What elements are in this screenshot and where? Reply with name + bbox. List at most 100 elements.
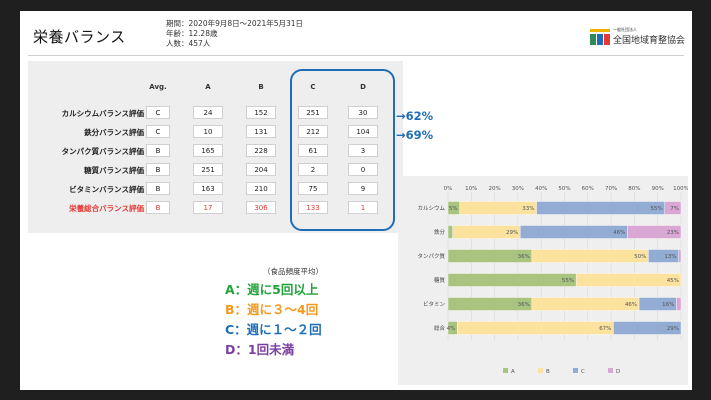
cell-sugar-c: 2 <box>298 163 328 176</box>
x-tick-label: 40% <box>535 186 547 192</box>
header-divider <box>28 55 684 56</box>
row-label-protein: タンパク質バランス評価 <box>61 147 144 156</box>
x-tick-label: 20% <box>488 186 500 192</box>
frequency-a: A：週に5回以上 <box>225 282 319 297</box>
x-tick-label: 70% <box>605 186 617 192</box>
cell-calcium-a: 24 <box>193 106 223 119</box>
cell-protein-b: 228 <box>246 144 276 157</box>
bar-segment-b <box>531 249 649 263</box>
cell-iron-a: 10 <box>193 125 223 138</box>
organization-logo: 一般社団法人 全国地域育整協会 <box>590 27 686 47</box>
legend-swatch <box>608 368 613 373</box>
cell-total-a: 17 <box>193 201 223 214</box>
cell-iron-c: 212 <box>298 125 328 138</box>
logo-mark-icon <box>590 29 610 45</box>
data-label: 46% <box>625 302 637 308</box>
bar-segment-c <box>536 201 665 215</box>
cell-total-avg: B <box>146 201 170 214</box>
x-tick-label: 50% <box>558 186 570 192</box>
bar-segment-d <box>664 201 682 215</box>
cell-sugar-a: 251 <box>193 163 223 176</box>
col-header-c: C <box>310 83 316 91</box>
cell-total-c: 133 <box>298 201 328 214</box>
row-label-total: 栄養総合バランス評価 <box>69 204 144 213</box>
cell-vitamin-a: 163 <box>193 182 223 195</box>
x-tick-label: 80% <box>628 186 640 192</box>
cell-protein-c: 61 <box>298 144 328 157</box>
row-label-iron: 鉄分バランス評価 <box>84 128 144 137</box>
cell-vitamin-c: 75 <box>298 182 328 195</box>
bar-segment-b <box>531 297 640 311</box>
page-title: 栄養バランス <box>33 28 126 46</box>
data-label: 45% <box>667 278 679 284</box>
cell-calcium-d: 30 <box>348 106 378 119</box>
cell-calcium-c: 251 <box>298 106 328 119</box>
cell-iron-avg: C <box>146 125 170 138</box>
category-label: タンパク質 <box>417 252 445 260</box>
data-label: 36% <box>518 254 530 260</box>
frequency-title: （食品頻度平均） <box>263 267 323 276</box>
col-header-d: D <box>360 83 366 91</box>
balance-table: Avg. A B C D カルシウムバランス評価 鉄分バランス評価 タンパク質バ… <box>28 61 403 233</box>
legend-label: B <box>546 369 550 375</box>
data-label: 16% <box>662 302 674 308</box>
frequency-b: B：週に３～4回 <box>225 302 319 317</box>
data-label: 29% <box>667 326 679 332</box>
col-header-b: B <box>258 83 264 91</box>
category-label: 鉄分 <box>434 228 446 236</box>
data-label: 50% <box>634 254 646 260</box>
cell-total-b: 306 <box>246 201 276 214</box>
category-label: カルシウム <box>417 204 445 212</box>
stacked-bar-chart-svg: 0% 10% 20% 30% 40% 50% 60% 70% 80% 90% 100% カルシウム 5%… <box>417 186 688 375</box>
cell-sugar-avg: B <box>146 163 170 176</box>
x-tick-label: 100% <box>673 186 688 192</box>
bar-segment-d <box>676 297 682 311</box>
cell-vitamin-avg: B <box>146 182 170 195</box>
row-label-vitamin: ビタミンバランス評価 <box>69 185 144 194</box>
data-label: 23% <box>667 230 679 236</box>
cell-calcium-b: 152 <box>246 106 276 119</box>
bar-segment-b <box>575 273 682 287</box>
data-label: 13% <box>664 254 676 260</box>
bar-segment-b <box>457 321 614 335</box>
data-label: 33% <box>522 206 534 212</box>
x-tick-label: 90% <box>652 186 664 192</box>
legend-label: D <box>616 369 620 375</box>
cell-protein-avg: B <box>146 144 170 157</box>
cell-sugar-b: 204 <box>246 163 276 176</box>
iron-cd-annotation: →69% <box>396 128 434 142</box>
data-label: 5% <box>449 206 458 212</box>
frequency-d: D：1回未満 <box>225 342 295 357</box>
data-label: 29% <box>506 230 518 236</box>
legend-label: C <box>581 369 585 375</box>
legend-swatch <box>503 368 508 373</box>
data-label: 55% <box>562 278 574 284</box>
row-label-calcium: カルシウムバランス評価 <box>61 109 144 118</box>
cell-protein-a: 165 <box>193 144 223 157</box>
calcium-cd-annotation: →62% <box>396 109 434 123</box>
col-header-avg: Avg. <box>149 83 167 91</box>
survey-meta: 期間：2020年9月8日～2021年5月31日 年齢：12.28歳 人数：457… <box>166 19 303 49</box>
data-label: 67% <box>599 326 611 332</box>
frequency-c: C：週に１～２回 <box>225 322 322 337</box>
x-tick-label: 30% <box>512 186 524 192</box>
data-label: 36% <box>518 302 530 308</box>
cell-vitamin-d: 9 <box>348 182 378 195</box>
cell-total-d: 1 <box>348 201 378 214</box>
cell-calcium-avg: C <box>146 106 170 119</box>
meta-age: 年齢：12.28歳 <box>166 29 218 38</box>
legend-swatch <box>538 368 543 373</box>
x-tick-label: 0% <box>444 186 453 192</box>
bar-segment-c <box>520 225 628 239</box>
cell-sugar-d: 0 <box>348 163 378 176</box>
col-header-a: A <box>205 83 211 91</box>
logo-subtitle: 一般社団法人 <box>613 27 637 32</box>
data-label: 46% <box>613 230 625 236</box>
category-label: 総合 <box>434 324 446 332</box>
category-label: 糖質 <box>434 276 446 284</box>
stacked-bar-chart: 0% 10% 20% 30% 40% 50% 60% 70% 80% 90% 100% カルシウム 5%… <box>398 176 688 385</box>
legend-label: A <box>511 369 515 375</box>
row-label-sugar: 糖質バランス評価 <box>84 166 144 175</box>
x-tick-label: 60% <box>582 186 594 192</box>
slide: 栄養バランス 期間：2020年9月8日～2021年5月31日 年齢：12.28歳… <box>20 11 692 390</box>
